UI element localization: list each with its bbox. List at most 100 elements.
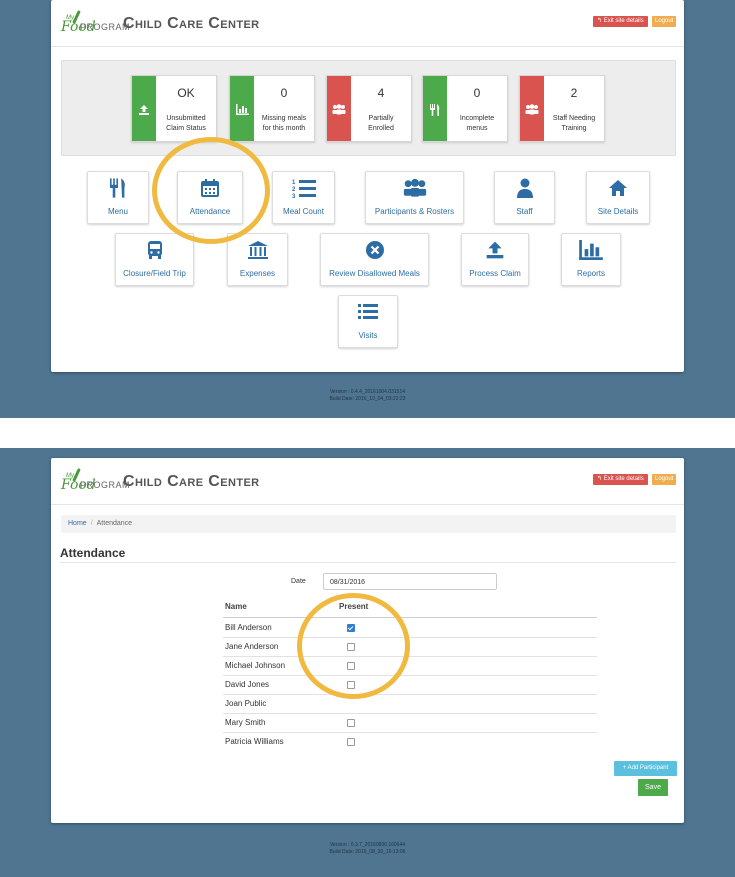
- stat-partially-enrolled[interactable]: 4 Partially Enrolled: [326, 75, 412, 142]
- stat-value: OK: [177, 86, 195, 100]
- tile-label: Menu: [107, 207, 128, 216]
- table-row: Mary Smith: [223, 713, 597, 733]
- date-label: Date: [291, 578, 306, 585]
- present-checkbox[interactable]: [347, 738, 355, 746]
- exit-site-details-button[interactable]: ↰ Exit site details: [593, 16, 648, 27]
- present-checkbox[interactable]: [347, 719, 355, 727]
- svg-text:2: 2: [292, 187, 296, 193]
- tile-label: Expenses: [239, 269, 276, 278]
- tile-staff[interactable]: Staff: [494, 171, 555, 224]
- attendance-card: My Food PROGRAM Child Care Center ↰ Exit…: [51, 458, 684, 823]
- upload-icon: [462, 240, 528, 264]
- tile-label: Participants & Rosters: [374, 207, 455, 216]
- breadcrumb-home-link[interactable]: Home: [68, 520, 87, 527]
- logo-my-text: My: [66, 15, 74, 21]
- present-column-highlight-circle: [297, 593, 410, 699]
- cutlery-icon: [423, 76, 447, 141]
- participant-name: Jane Anderson: [225, 642, 279, 651]
- stat-value: 2: [570, 86, 578, 100]
- tile-label: Visits: [358, 331, 378, 340]
- table-row: David Jones: [223, 675, 597, 695]
- tile-label: Reports: [576, 269, 605, 278]
- stat-unsubmitted-claim[interactable]: OK Unsubmitted Claim Status: [131, 75, 217, 142]
- tile-label: Review Disallowed Meals: [329, 269, 420, 278]
- tile-participants-rosters[interactable]: Participants & Rosters: [365, 171, 464, 224]
- stat-label: Partially Enrolled: [368, 115, 394, 132]
- logo-program-text: PROGRAM: [80, 480, 131, 490]
- group-icon: [327, 76, 351, 141]
- participant-name: Michael Johnson: [225, 661, 286, 670]
- logo-food-text: Food: [61, 477, 96, 493]
- stat-label: Staff Needing Training: [552, 115, 596, 132]
- stat-value: 0: [280, 86, 288, 100]
- header: My Food PROGRAM Child Care Center ↰ Exit…: [51, 458, 684, 505]
- tile-reports[interactable]: Reports: [561, 233, 621, 286]
- column-header-name: Name: [225, 602, 247, 611]
- svg-text:3: 3: [292, 194, 296, 198]
- status-panel: OK Unsubmitted Claim Status 0 Missing mea…: [61, 60, 676, 156]
- stat-label: Incomplete menus: [459, 115, 495, 132]
- screenshot-separator: [0, 418, 735, 448]
- tile-closure-field-trip[interactable]: Closure/Field Trip: [115, 233, 194, 286]
- group-icon: [366, 178, 463, 202]
- tile-site-details[interactable]: Site Details: [586, 171, 650, 224]
- tile-process-claim[interactable]: Process Claim: [461, 233, 529, 286]
- date-input[interactable]: 08/31/2016: [323, 573, 497, 590]
- tile-label: Meal Count: [283, 207, 324, 216]
- participant-name: Patricia Williams: [225, 737, 284, 746]
- table-row: Michael Johnson: [223, 656, 597, 676]
- exit-site-details-button[interactable]: ↰ Exit site details: [593, 474, 648, 485]
- stat-value: 0: [473, 86, 481, 100]
- stat-missing-meals[interactable]: 0 Missing meals for this month: [229, 75, 315, 142]
- participant-name: Bill Anderson: [225, 623, 272, 632]
- version-info-top: Version : 0.4.4_20161004.031514 Build Dat…: [329, 389, 406, 402]
- logout-button[interactable]: Logout: [652, 474, 677, 485]
- group-icon: [520, 76, 544, 141]
- home-icon: [587, 178, 649, 202]
- user-icon: [495, 178, 554, 202]
- logo-program-text: PROGRAM: [80, 22, 131, 32]
- participant-name: Mary Smith: [225, 718, 266, 727]
- bus-icon: [116, 240, 193, 264]
- tile-label: Closure/Field Trip: [123, 269, 186, 278]
- breadcrumb-current: Attendance: [96, 520, 133, 527]
- logout-button[interactable]: Logout: [652, 16, 677, 27]
- breadcrumb: Home / Attendance: [61, 515, 676, 533]
- bar-chart-icon: [230, 76, 254, 141]
- tile-label: Staff: [516, 207, 533, 216]
- participant-name: David Jones: [225, 680, 270, 689]
- add-participant-button[interactable]: + Add Participant: [614, 761, 677, 776]
- table-row: Bill Anderson: [223, 618, 597, 638]
- upload-icon: [132, 76, 156, 141]
- logo-my-text: My: [66, 473, 74, 479]
- header: My Food PROGRAM Child Care Center ↰ Exit…: [51, 0, 684, 47]
- stat-label: Unsubmitted Claim Status: [166, 115, 206, 132]
- version-info-bottom: Version : 0.3.7_20160830.160644 Build Dat…: [329, 842, 406, 855]
- cutlery-icon: [88, 178, 148, 202]
- page-title: Attendance: [60, 546, 126, 560]
- divider: [60, 562, 676, 563]
- tile-menu[interactable]: Menu: [87, 171, 149, 224]
- participant-name: Joan Public: [225, 699, 267, 708]
- food-program-logo[interactable]: My Food PROGRAM: [58, 10, 130, 38]
- tile-visits[interactable]: Visits: [338, 295, 398, 348]
- site-title: Child Care Center: [123, 15, 260, 32]
- x-circle-icon: [321, 240, 428, 264]
- dashboard-card: My Food PROGRAM Child Care Center ↰ Exit…: [51, 0, 684, 372]
- save-button[interactable]: Save: [638, 779, 668, 796]
- tile-expenses[interactable]: Expenses: [227, 233, 288, 286]
- svg-text:1: 1: [292, 180, 296, 186]
- stat-staff-needing-training[interactable]: 2 Staff Needing Training: [519, 75, 605, 142]
- tile-label: Process Claim: [469, 269, 521, 278]
- tile-label: Site Details: [597, 207, 639, 216]
- divider: [223, 617, 597, 618]
- stat-label: Missing meals for this month: [261, 115, 307, 132]
- food-program-logo[interactable]: My Food PROGRAM: [58, 468, 130, 496]
- stat-incomplete-menus[interactable]: 0 Incomplete menus: [422, 75, 508, 142]
- breadcrumb-separator: /: [90, 520, 93, 527]
- attendance-highlight-circle: [152, 137, 270, 244]
- tile-review-disallowed-meals[interactable]: Review Disallowed Meals: [320, 233, 429, 286]
- table-row: Joan Public: [223, 694, 597, 714]
